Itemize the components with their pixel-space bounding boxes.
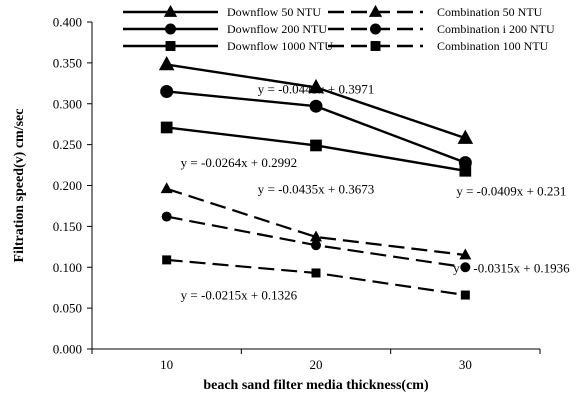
legend-item: Downflow 200 NTU: [123, 22, 327, 36]
legend-marker: [165, 41, 176, 51]
data-point: [460, 290, 470, 300]
legend-item: Combination 50 NTU: [328, 4, 543, 19]
data-point: [160, 84, 174, 98]
legend-label: Downflow 50 NTU: [227, 5, 321, 19]
data-point: [160, 121, 173, 134]
x-tick-label: 20: [310, 357, 323, 372]
legend-marker: [368, 4, 383, 17]
legend: Downflow 50 NTU Downflow 200 NTU Downflow …: [123, 4, 555, 53]
legend-label: Downflow 1000 NTU: [227, 39, 333, 53]
data-point: [310, 230, 322, 242]
y-tick-label: 0.200: [53, 178, 82, 193]
y-tick-label: 0.000: [53, 342, 82, 357]
data-point: [308, 78, 324, 94]
series-line: [166, 187, 466, 257]
x-tick-label: 30: [459, 357, 472, 372]
legend-label: Downflow 200 NTU: [227, 22, 327, 36]
y-tick-label: 0.050: [53, 301, 82, 316]
x-axis-title: beach sand filter media thickness(cm): [203, 378, 429, 393]
legend-label: Combination 50 NTU: [437, 5, 543, 19]
x-tick-label: 10: [160, 357, 173, 372]
legend-item: Downflow 50 NTU: [123, 4, 321, 19]
data-point: [160, 182, 173, 194]
legend-marker: [370, 23, 381, 35]
trendline-equation: y = -0.0264x + 0.2992: [181, 155, 298, 170]
plot-series: [158, 56, 474, 300]
trendline-equation: y = -0.0435x + 0.3673: [258, 181, 375, 196]
y-tick-label: 0.100: [53, 260, 82, 275]
series-4: [161, 211, 471, 273]
data-point: [309, 99, 323, 113]
series-2: [160, 121, 472, 177]
legend-item: Downflow 1000 NTU: [123, 39, 333, 53]
legend-label: Combination i 200 NTU: [437, 22, 555, 36]
legend-label: Combination 100 NTU: [437, 39, 549, 53]
y-axis-ticks: 0.000 0.050 0.100 0.150 0.200 0.250 0.300 0.350…: [53, 15, 92, 357]
trendline-equation: y = -0.0443x + 0.3971: [258, 82, 375, 97]
legend-marker: [163, 4, 178, 17]
trendline-equations: y = -0.0443x + 0.3971 y = -0.0264x + 0.29…: [181, 82, 570, 303]
legend-marker: [165, 23, 176, 35]
trendline-equation: y = -0.0315x + 0.1936: [453, 261, 570, 276]
y-tick-label: 0.400: [53, 15, 82, 30]
series-0: [158, 56, 474, 144]
x-axis-ticks: 10 20 30: [91, 349, 541, 372]
y-tick-label: 0.350: [53, 55, 82, 70]
data-point: [162, 255, 172, 265]
trendline-equation: y = -0.0215x + 0.1326: [181, 288, 298, 303]
legend-item: Combination i 200 NTU: [328, 22, 555, 36]
trendline-equation: y = -0.0409x + 0.231: [456, 184, 566, 199]
legend-item: Combination 100 NTU: [328, 39, 549, 53]
data-point: [161, 211, 172, 222]
data-point: [457, 129, 474, 144]
y-tick-label: 0.300: [53, 96, 82, 111]
series-5: [162, 255, 470, 300]
data-point: [310, 139, 322, 152]
y-axis-title: Filtration speed(v) cm/sec: [12, 109, 27, 263]
series-3: [160, 182, 472, 260]
data-point: [158, 56, 175, 71]
legend-marker: [370, 41, 381, 51]
data-point: [459, 164, 472, 177]
y-tick-label: 0.150: [53, 219, 82, 234]
data-point: [459, 248, 472, 260]
data-point: [311, 240, 321, 251]
y-tick-label: 0.250: [53, 137, 82, 152]
data-point: [311, 268, 321, 278]
data-point: [460, 262, 471, 273]
